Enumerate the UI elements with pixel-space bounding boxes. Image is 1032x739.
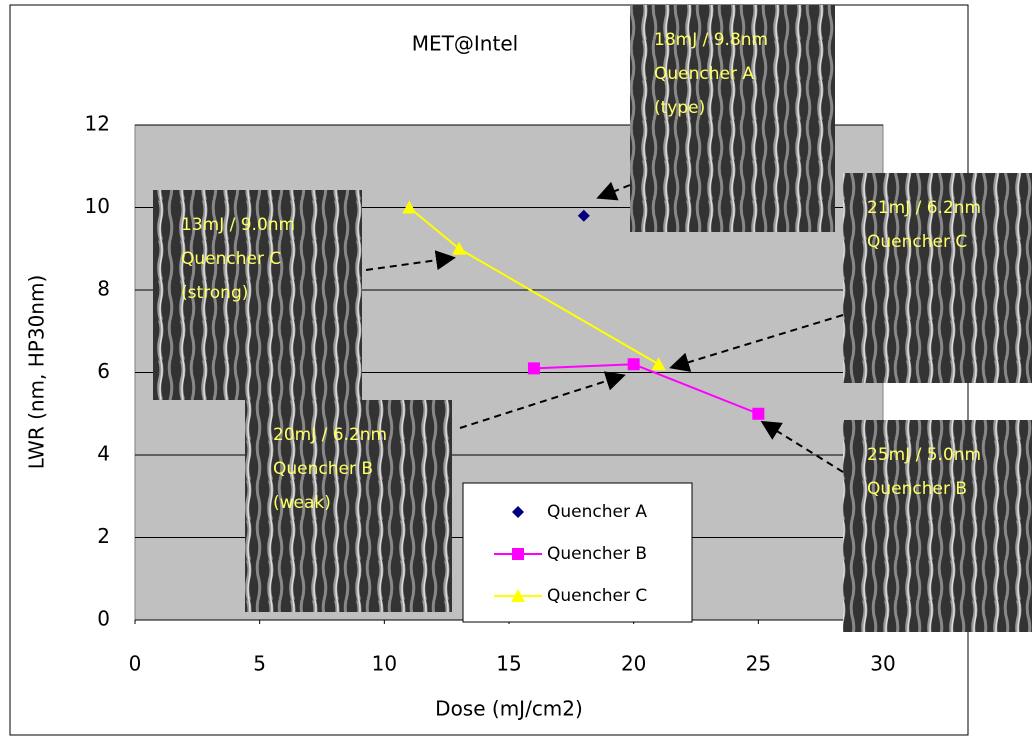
x-tick-label: 10 (372, 652, 397, 676)
legend-marker (512, 548, 524, 560)
annotation-text: 18mJ / 9.8nm (654, 30, 768, 50)
y-tick-label: 2 (97, 524, 110, 548)
sem-image (245, 400, 452, 612)
x-axis-label: Dose (mJ/cm2) (435, 697, 583, 721)
sem-image (153, 190, 362, 400)
legend (462, 482, 693, 623)
sem-image (630, 5, 835, 232)
legend-marker (512, 506, 524, 518)
x-tick-label: 30 (870, 652, 895, 676)
arrow (459, 371, 626, 429)
point (627, 358, 640, 371)
sem-image (843, 420, 1032, 632)
annotation-text: 13mJ / 9.0nm (181, 215, 295, 235)
annotation-text: Quencher C (867, 232, 967, 252)
y-tick-label: 10 (85, 194, 110, 218)
x-tick-label: 15 (496, 652, 521, 676)
legend-marker (511, 589, 525, 602)
annotation-text: (strong) (181, 283, 248, 303)
x-tick-label: 20 (621, 652, 646, 676)
annotation-text: Quencher C (181, 249, 281, 269)
y-tick-label: 12 (85, 112, 110, 136)
annotation-text: 20mJ / 6.2nm (273, 425, 387, 445)
annotation-text: 25mJ / 5.0nm (867, 445, 981, 465)
annotation-text: (weak) (273, 493, 331, 513)
arrow (669, 314, 844, 372)
y-tick-label: 0 (97, 607, 110, 631)
sem-image (843, 173, 1032, 383)
x-tick-label: 25 (746, 652, 771, 676)
arrow (365, 250, 456, 271)
annotation-text: Quencher B (867, 479, 967, 499)
legend-items: Quencher A Quencher B Quencher C (494, 502, 647, 606)
y-tick-label: 4 (97, 442, 110, 466)
arrows (365, 181, 844, 473)
y-axis-label: LWR (nm, HP30nm) (25, 275, 49, 470)
annotation-text: Quencher A (654, 64, 754, 84)
x-tick-label: 5 (253, 652, 266, 676)
point (527, 362, 540, 375)
legend-label: Quencher C (547, 586, 647, 606)
chart-title: MET@Intel (412, 32, 518, 56)
legend-label: Quencher A (547, 502, 647, 522)
y-tick-label: 8 (97, 277, 110, 301)
x-tick-label: 0 (129, 652, 142, 676)
y-tick-label: 6 (97, 359, 110, 383)
point (651, 357, 666, 371)
arrow (596, 181, 631, 201)
sem-images: 18mJ / 9.8nm Quencher A (type) 21mJ / 6.2nm… (153, 5, 1032, 632)
legend-label: Quencher B (547, 544, 647, 564)
point (752, 407, 765, 420)
annotation-text: Quencher B (273, 459, 373, 479)
point (577, 209, 590, 222)
annotation-text: (type) (654, 98, 705, 118)
point (402, 200, 417, 214)
annotation-text: 21mJ / 6.2nm (867, 198, 981, 218)
arrow (760, 420, 844, 473)
